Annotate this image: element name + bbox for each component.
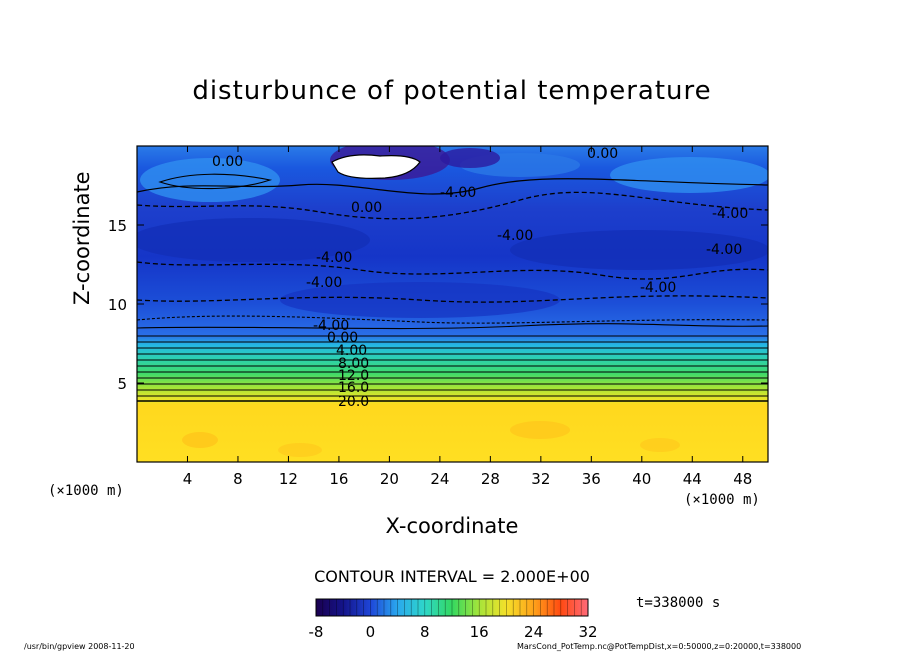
x-tick-label: 36 — [582, 470, 601, 488]
footer-right: MarsCond_PotTemp.nc@PotTempDist,x=0:5000… — [517, 642, 801, 651]
warm-patch — [278, 443, 322, 457]
contour-label: -4.00 — [712, 206, 748, 222]
y-tick-label: 5 — [117, 375, 127, 393]
contour-label: 0.00 — [351, 200, 382, 216]
time-stamp: t=338000 s — [636, 595, 720, 611]
x-tick-label: 32 — [531, 470, 550, 488]
x-unit-left: (×1000 m) — [48, 483, 124, 499]
contour-label: -4.00 — [497, 228, 533, 244]
y-tick-label: 15 — [108, 217, 127, 235]
footer-left: /usr/bin/gpview 2008-11-20 — [24, 642, 135, 651]
colorbar-ticks: -8 0 8 16 24 32 — [309, 623, 598, 641]
x-tick-label: 24 — [430, 470, 449, 488]
x-unit-right: (×1000 m) — [684, 492, 760, 508]
contour-label: -4.00 — [316, 250, 352, 266]
contour-label: 20.0 — [338, 394, 369, 410]
cold-core — [440, 148, 500, 168]
field-patch — [140, 158, 280, 202]
warm-patch — [510, 421, 570, 439]
x-tick-label: 20 — [380, 470, 399, 488]
contour-interval: CONTOUR INTERVAL = 2.000E+00 — [0, 567, 904, 586]
colorbar-tick-label: 32 — [578, 623, 597, 641]
colorbar-tick-label: 24 — [524, 623, 543, 641]
y-axis-label: Z-coordinate — [70, 171, 94, 305]
x-tick-label: 8 — [233, 470, 243, 488]
contour-label: -4.00 — [306, 275, 342, 291]
x-tick-label: 16 — [329, 470, 348, 488]
y-tick-label: 10 — [108, 296, 127, 314]
contour-label: 0.00 — [212, 154, 243, 170]
colorbar-tick-label: 0 — [366, 623, 376, 641]
x-tick-label: 40 — [632, 470, 651, 488]
field-patch — [610, 157, 770, 193]
x-tick-label: 12 — [279, 470, 298, 488]
colorbar-tick-label: -8 — [309, 623, 324, 641]
x-tick-label: 44 — [683, 470, 702, 488]
x-axis-label: X-coordinate — [0, 514, 904, 538]
warm-patch — [182, 432, 218, 448]
x-tick-label: 48 — [733, 470, 752, 488]
contour-label: -4.00 — [640, 280, 676, 296]
warm-patch — [640, 438, 680, 452]
colorbar-tick-label: 8 — [420, 623, 430, 641]
x-tick-label: 28 — [481, 470, 500, 488]
contour-label: -4.00 — [440, 185, 476, 201]
contour-label: -4.00 — [706, 242, 742, 258]
colorbar-tick-label: 16 — [470, 623, 489, 641]
x-tick-label: 4 — [183, 470, 193, 488]
